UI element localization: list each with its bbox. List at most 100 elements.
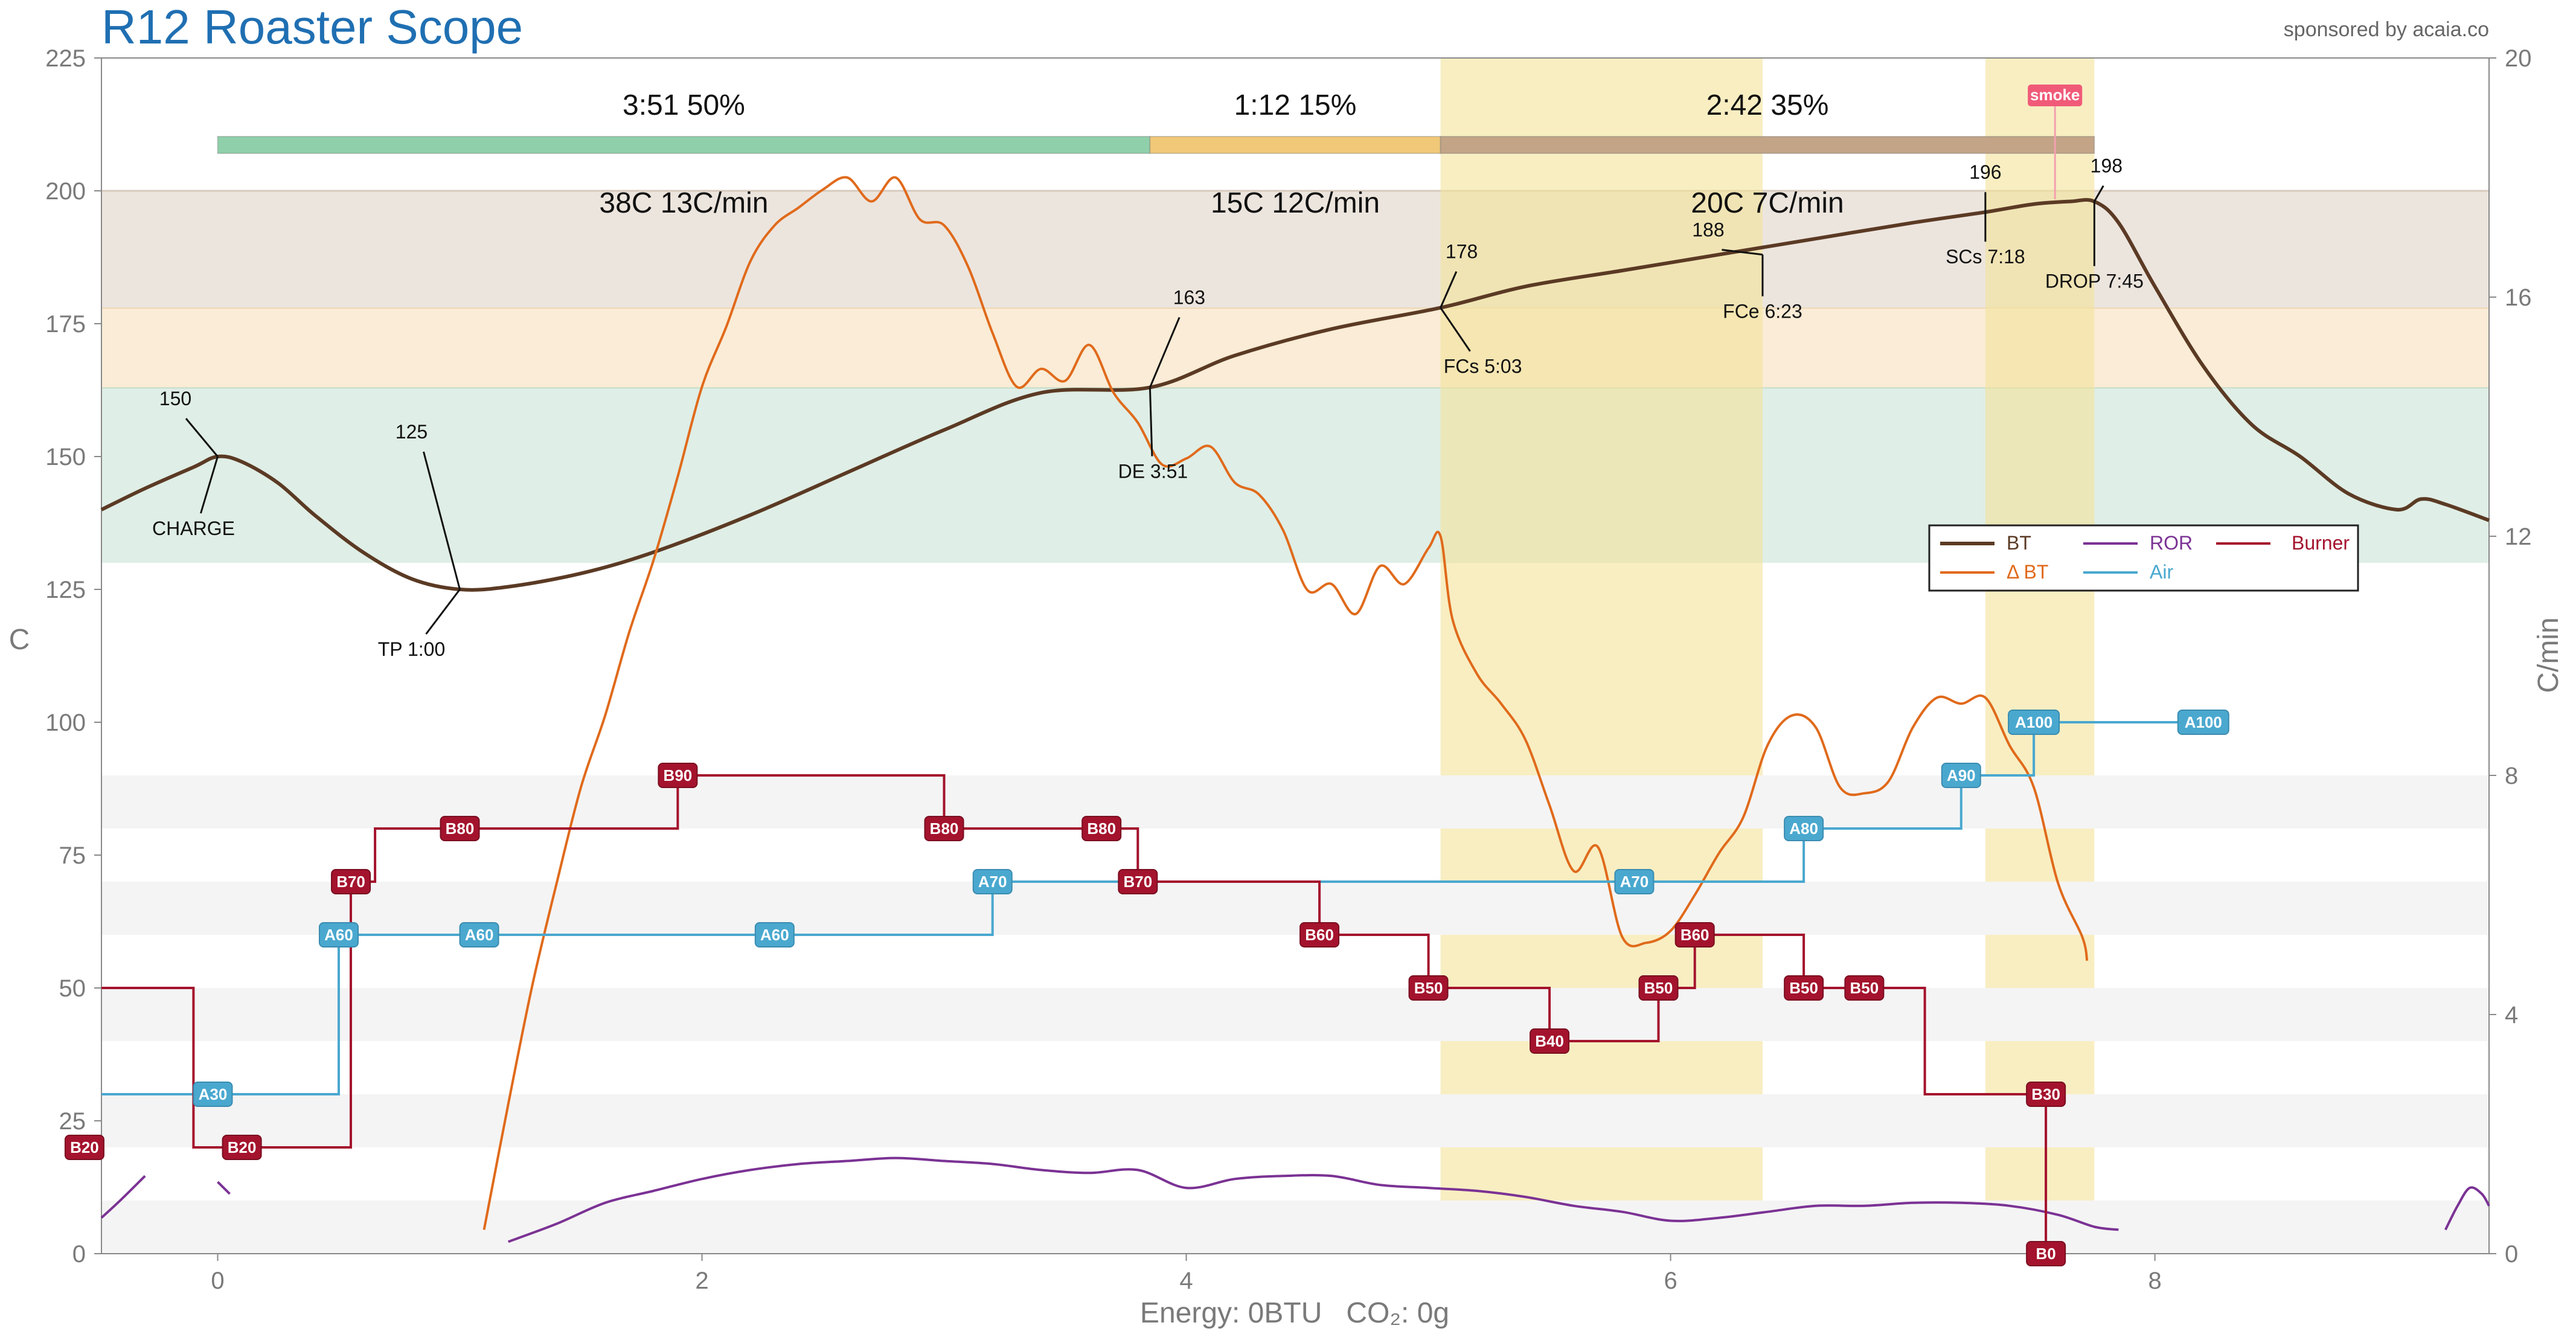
smoke-label: smoke [2030, 86, 2080, 104]
legend-label-bt: BT [2007, 532, 2031, 554]
series-ror-line [2444, 1186, 2490, 1231]
background-bands [101, 58, 2489, 1254]
air-marker-label: A30 [199, 1085, 228, 1103]
series-ror-line [100, 1175, 146, 1219]
event-leader-line [185, 418, 219, 457]
burner-marker-label: B70 [1123, 873, 1152, 891]
burner-marker-badge [1299, 922, 1340, 947]
y2-tick-label: 8 [2505, 763, 2518, 789]
burner-marker-badge [658, 763, 698, 788]
air-marker-badge [1614, 869, 1655, 894]
event-leader-line [1440, 271, 1458, 309]
event-name-label: FCe 6:23 [1723, 301, 1802, 322]
air-marker-badge [2008, 710, 2060, 735]
event-temp-label: 198 [2091, 155, 2123, 177]
burner-marker-label: B0 [2036, 1245, 2056, 1263]
event-annotations: 150 CHARGE 125 TP 1:00 163 DE 3:51 178 FCs 5:03… [152, 85, 2144, 660]
air-marker-badge [1784, 816, 1824, 841]
phase-bars: 3:51 50% 38C 13C/min 1:12 15% 15C 12C/min 2:… [217, 89, 2095, 219]
event-leader-line [423, 451, 461, 590]
series-ror-line [217, 1181, 231, 1195]
burner-marker-badge [2026, 1082, 2066, 1107]
y2-tick-label: 4 [2505, 1002, 2518, 1028]
burner-marker-label: B90 [664, 766, 693, 784]
y-tick-label: 200 [45, 178, 86, 205]
burner-marker-label: B20 [228, 1138, 257, 1156]
event-temp-label: 163 [1173, 287, 1205, 309]
event-temp-label: 188 [1692, 219, 1724, 241]
air-marker-label: A60 [324, 926, 353, 944]
second-crack-band [1985, 58, 2095, 1254]
burner-marker-label: B30 [2031, 1085, 2060, 1103]
air-marker-badge [1941, 763, 1981, 788]
series-dbt-line [482, 176, 2089, 1230]
phase-bar-mai [1149, 136, 1441, 154]
event-temp-label: 178 [1446, 241, 1478, 263]
burner-marker-label: B60 [1680, 926, 1709, 944]
event-leader-line [1149, 387, 1153, 457]
grid-lines [101, 775, 2489, 1254]
air-marker-label: A100 [2015, 713, 2052, 731]
y-tick-label: 175 [45, 311, 86, 338]
burner-marker-badge [1081, 816, 1122, 841]
y-tick-label: 225 [45, 45, 86, 72]
series-air-line [101, 721, 2203, 1095]
burner-marker-badge [331, 869, 371, 894]
event-temp-label: 196 [1969, 161, 2001, 183]
y-tick-label: 150 [45, 444, 86, 470]
event-name-label: SCs 7:18 [1946, 246, 2025, 268]
series-bt-line [100, 197, 2490, 592]
burner-marker-badge [64, 1135, 104, 1160]
burner-marker-badge [1844, 975, 1885, 1001]
burner-marker-badge [440, 816, 480, 841]
phase-delta-label: 20C 7C/min [1691, 187, 1844, 219]
air-marker-label: A100 [2185, 713, 2222, 731]
legend-label-ror: ROR [2150, 532, 2193, 554]
burner-marker-badge [2026, 1241, 2066, 1266]
grid-stripe [101, 988, 2489, 1041]
phase-delta-label: 38C 13C/min [599, 187, 768, 219]
air-marker-badge [972, 869, 1013, 894]
air-marker-badge [754, 922, 795, 947]
event-leader-line [1722, 249, 1763, 256]
y-tick-label: 100 [45, 710, 86, 736]
burner-marker-label: B80 [930, 819, 959, 838]
x-tick-label: 4 [1179, 1268, 1193, 1294]
y-tick-label: 75 [59, 842, 86, 869]
event-name-label: CHARGE [152, 518, 235, 539]
event-name-label: DE 3:51 [1118, 461, 1188, 483]
event-leader-line [2094, 185, 2104, 202]
app-title: R12 Roaster Scope [101, 0, 523, 54]
y-tick-label: 125 [45, 577, 86, 603]
event-leader-line [200, 456, 219, 514]
x-tick-label: 0 [211, 1268, 224, 1294]
air-marker-badge [459, 922, 499, 947]
legend-label-burner: Burner [2292, 532, 2350, 554]
phase-bar-dev [1440, 136, 2095, 154]
grid-stripe [101, 775, 2489, 829]
event-name-label: FCs 5:03 [1444, 356, 1522, 377]
air-marker-badge [318, 922, 359, 947]
x-tick-label: 2 [695, 1268, 708, 1294]
y-tick-label: 0 [72, 1241, 86, 1268]
burner-marker-badge [1638, 975, 1679, 1001]
air-marker-label: A70 [978, 873, 1007, 891]
y2-tick-label: 16 [2505, 284, 2532, 311]
x-axis-label: Energy: 0BTU CO₂: 0g [1140, 1297, 1449, 1329]
y-tick-label: 50 [59, 975, 86, 1002]
plot-frame [101, 57, 2490, 1254]
burner-marker-label: B50 [1789, 979, 1818, 997]
x-tick-label: 8 [2148, 1268, 2161, 1294]
event-temp-label: 125 [396, 421, 428, 443]
burner-marker-label: B40 [1535, 1032, 1564, 1050]
burner-marker-label: B50 [1850, 979, 1879, 997]
phase-time-label: 1:12 15% [1234, 89, 1357, 121]
grid-stripe [101, 1201, 2489, 1254]
burner-marker-badge [1530, 1028, 1570, 1054]
y-axis-label: C [9, 624, 30, 656]
burner-marker-label: B60 [1305, 926, 1334, 944]
air-marker-badge [2177, 710, 2229, 735]
temp-band-yellow [101, 307, 2489, 388]
burner-marker-label: B80 [1087, 819, 1116, 838]
